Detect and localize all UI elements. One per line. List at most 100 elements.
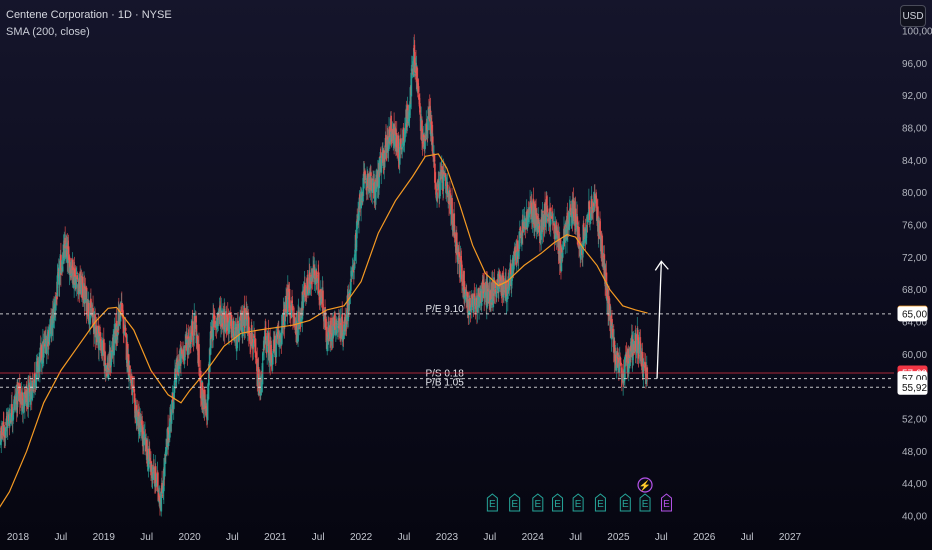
candle-body: [575, 224, 578, 228]
candle-body: [556, 235, 559, 239]
price-tag[interactable]: 65,00: [897, 306, 928, 322]
candle-body: [402, 127, 405, 144]
candle-body: [416, 79, 419, 86]
candle-body: [127, 354, 130, 376]
candle-body: [207, 382, 210, 400]
candle-body: [433, 154, 436, 162]
candle-body: [516, 240, 519, 252]
candle-body: [349, 278, 352, 291]
candle-body: [32, 389, 35, 392]
candle-body: [397, 135, 400, 158]
candle-body: [14, 399, 17, 405]
earnings-marker[interactable]: E: [552, 493, 564, 512]
candle-body: [54, 303, 57, 311]
candle-body: [194, 316, 197, 330]
earnings-marker[interactable]: E: [572, 493, 584, 512]
candle-body: [361, 192, 363, 195]
candle-body: [5, 427, 7, 432]
candle-body: [380, 160, 383, 173]
candle-body: [418, 94, 420, 100]
candle-body: [355, 221, 358, 239]
candle-body: [75, 272, 78, 275]
candle-body: [463, 270, 465, 298]
candle-body: [89, 313, 91, 325]
candle-body: [156, 472, 159, 492]
candle-body: [38, 353, 41, 372]
earnings-marker[interactable]: E: [532, 493, 544, 512]
earnings-marker[interactable]: E: [594, 493, 606, 512]
candle-body: [60, 270, 63, 274]
candle-body: [65, 244, 67, 259]
projection-arrow[interactable]: [654, 260, 669, 379]
candle-body: [580, 246, 583, 249]
earnings-marker-label: E: [663, 499, 670, 510]
candle-body: [138, 411, 140, 417]
x-tick-label: Jul: [483, 532, 496, 543]
candle-body: [578, 237, 581, 246]
candle-body: [27, 385, 30, 408]
candle-body: [617, 354, 620, 357]
candle-body: [549, 219, 552, 225]
candle-body: [44, 343, 46, 347]
candle-body: [268, 343, 270, 361]
candle-body: [291, 300, 293, 304]
candle-body: [460, 256, 462, 263]
candle-body: [349, 293, 351, 296]
candle-body: [446, 181, 449, 186]
price-tag[interactable]: 55,92: [897, 379, 928, 395]
candle-body: [140, 423, 142, 433]
candle-body: [568, 211, 571, 227]
x-tick-label: 2025: [607, 532, 630, 543]
candle-body: [274, 335, 276, 349]
candle-body: [205, 406, 208, 409]
currency-button[interactable]: USD: [900, 5, 926, 27]
earnings-marker[interactable]: E: [509, 493, 521, 512]
candle-body: [320, 289, 323, 300]
candle-body: [639, 343, 642, 362]
candle-body: [488, 289, 491, 291]
candle-body: [469, 298, 471, 311]
earnings-marker[interactable]: E: [639, 493, 651, 512]
candle-body: [307, 290, 310, 296]
earnings-marker[interactable]: E: [660, 493, 672, 512]
earnings-marker[interactable]: E: [486, 493, 498, 512]
candle-body: [638, 355, 640, 357]
earnings-marker[interactable]: E: [619, 493, 631, 512]
x-tick-label: Jul: [398, 532, 411, 543]
candle-body: [418, 97, 421, 105]
candle-body: [324, 306, 326, 328]
candle-body: [317, 272, 320, 294]
indicator-legend[interactable]: SMA (200, close): [6, 26, 90, 38]
candle-body: [589, 220, 592, 223]
symbol-title[interactable]: Centene Corporation · 1D · NYSE: [6, 9, 172, 21]
earnings-marker-label: E: [575, 499, 582, 510]
candle-body: [48, 327, 51, 339]
candle-body: [267, 332, 270, 346]
flash-marker[interactable]: ⚡: [637, 477, 653, 493]
candle-body: [53, 302, 56, 304]
price-tag-box: [897, 306, 928, 322]
candle-body: [244, 320, 247, 326]
candle-body: [458, 252, 461, 257]
candle-body: [190, 330, 193, 342]
candle-body: [316, 278, 319, 283]
price-tag-label: 65,00: [902, 309, 927, 320]
flash-icon-glyph: ⚡: [639, 479, 651, 492]
candle-body: [48, 336, 51, 342]
candle-body: [587, 215, 589, 222]
candle-body: [325, 326, 328, 343]
candle-body: [198, 344, 200, 367]
candle-body: [291, 306, 294, 311]
candle-body: [191, 321, 194, 336]
candle-body: [147, 458, 150, 470]
candle-body: [62, 252, 64, 265]
candle-body: [248, 333, 251, 339]
candle-body: [642, 365, 645, 378]
candle-body: [266, 335, 269, 353]
candle-body: [410, 72, 413, 97]
candle-body: [362, 173, 365, 181]
candle-body: [280, 327, 283, 345]
candle-body: [560, 247, 563, 272]
candle-body: [385, 134, 387, 147]
